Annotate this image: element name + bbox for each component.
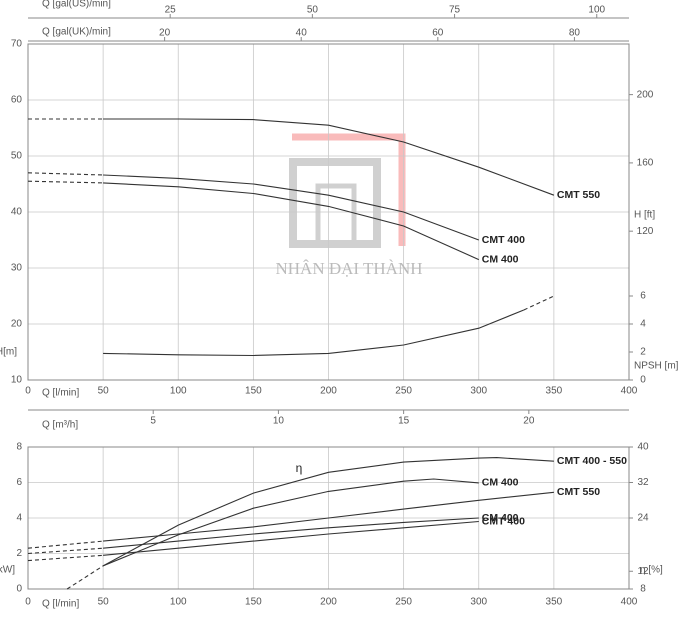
y2-tick-label: 40 (637, 442, 649, 453)
plot-frame (27, 446, 630, 590)
y2-tick-label: 6 (640, 291, 646, 302)
gal-us-axis-label: Q [gal(US)/min] (42, 0, 111, 10)
y2-tick-label: 12 (637, 566, 649, 577)
y-axis-label: P [kW] (0, 565, 15, 576)
x-tick-label: 300 (470, 597, 487, 608)
y-tick-label: 30 (11, 263, 23, 274)
y2-tick-label: 4 (640, 319, 646, 330)
x-tick-label: 0 (25, 386, 31, 397)
x-tick-label: 400 (621, 386, 638, 397)
curve-dashed (27, 172, 104, 176)
m3h-axis-label: Q [m³/h] (42, 420, 78, 431)
y-tick-label: 10 (11, 375, 23, 386)
top-axis-tick-label: 50 (307, 5, 319, 16)
m3h-tick-label: 5 (150, 416, 156, 427)
curve-label: CMT 400 (482, 515, 525, 527)
y-tick-label: 50 (11, 151, 23, 162)
watermark-text: NHÂN ĐẠI THÀNH (275, 259, 422, 278)
ft-tick-label: 160 (637, 158, 654, 169)
curve (103, 491, 554, 542)
y2-tick-label: 2 (640, 347, 646, 358)
x-axis-label: Q [l/min] (42, 388, 79, 399)
y-axis-label: H[m] (0, 347, 17, 358)
y2-tick-label: 32 (637, 477, 649, 488)
top-axis-tick-label: 25 (165, 5, 177, 16)
top-axis-tick-label: 80 (569, 28, 581, 39)
watermark-logo (289, 133, 406, 248)
curve-label: CM 400 (482, 477, 519, 489)
curve-label: CMT 550 (557, 486, 600, 498)
top-axis-tick-label: 75 (449, 5, 461, 16)
y-tick-label: 0 (16, 584, 22, 595)
x-tick-label: 350 (546, 386, 563, 397)
y-tick-label: 2 (16, 548, 22, 559)
curve (103, 182, 480, 261)
curve (102, 478, 479, 567)
y-tick-label: 60 (11, 95, 23, 106)
curve (103, 118, 555, 196)
x-tick-label: 300 (470, 386, 487, 397)
ft-axis-label: H [ft] (634, 210, 655, 221)
curve-dashed (523, 295, 555, 311)
m3h-tick-label: 15 (398, 416, 410, 427)
m3h-tick-label: 20 (523, 416, 535, 427)
curve (103, 174, 479, 241)
x-tick-label: 0 (25, 597, 31, 608)
curve-label: CMT 400 (482, 234, 525, 246)
top-axis-tick-label: 20 (159, 28, 171, 39)
curve-label: CM 400 (482, 512, 519, 524)
curve-dashed (27, 554, 104, 562)
curve-label: CMT 400 - 550 (557, 455, 627, 467)
curve-dashed (27, 540, 104, 549)
curve (103, 517, 479, 549)
y-tick-label: 8 (16, 442, 22, 453)
x-tick-label: 50 (98, 597, 110, 608)
x-tick-label: 50 (98, 386, 110, 397)
x-tick-label: 100 (170, 597, 187, 608)
x-tick-label: 400 (621, 597, 638, 608)
curve-label: CM 400 (482, 253, 519, 265)
y2-axis-label: η [%] (640, 565, 663, 576)
curve-label: CMT 550 (557, 189, 600, 201)
x-axis-label: Q [l/min] (42, 599, 79, 610)
x-tick-label: 250 (395, 386, 412, 397)
gal-uk-axis-label: Q [gal(UK)/min] (42, 27, 111, 38)
top-axis-tick-label: 100 (588, 5, 605, 16)
ft-tick-label: 120 (637, 226, 654, 237)
curve-dashed (27, 547, 104, 555)
curve (103, 520, 479, 556)
top-axis-tick-label: 40 (296, 28, 308, 39)
y-tick-label: 6 (16, 477, 22, 488)
x-tick-label: 150 (245, 386, 262, 397)
y2-tick-label: 24 (637, 513, 649, 524)
y2-tick-label: 0 (640, 375, 646, 386)
y-tick-label: 70 (11, 39, 23, 50)
x-tick-label: 200 (320, 597, 337, 608)
y-tick-label: 20 (11, 319, 23, 330)
plot-frame (27, 43, 630, 381)
top-axis-tick-label: 60 (432, 28, 444, 39)
curve (102, 457, 554, 567)
x-tick-label: 350 (546, 597, 563, 608)
y-tick-label: 40 (11, 207, 23, 218)
curve-dashed (66, 565, 104, 590)
x-tick-label: 250 (395, 597, 412, 608)
y2-tick-label: 8 (640, 584, 646, 595)
y2-axis-label: NPSH [m] (634, 361, 679, 372)
x-tick-label: 100 (170, 386, 187, 397)
x-tick-label: 200 (320, 386, 337, 397)
curve-dashed (27, 180, 104, 184)
y-tick-label: 4 (16, 513, 22, 524)
m3h-tick-label: 10 (273, 416, 285, 427)
curve (103, 309, 525, 357)
x-tick-label: 150 (245, 597, 262, 608)
annotation: η (296, 461, 303, 475)
ft-tick-label: 200 (637, 89, 654, 100)
